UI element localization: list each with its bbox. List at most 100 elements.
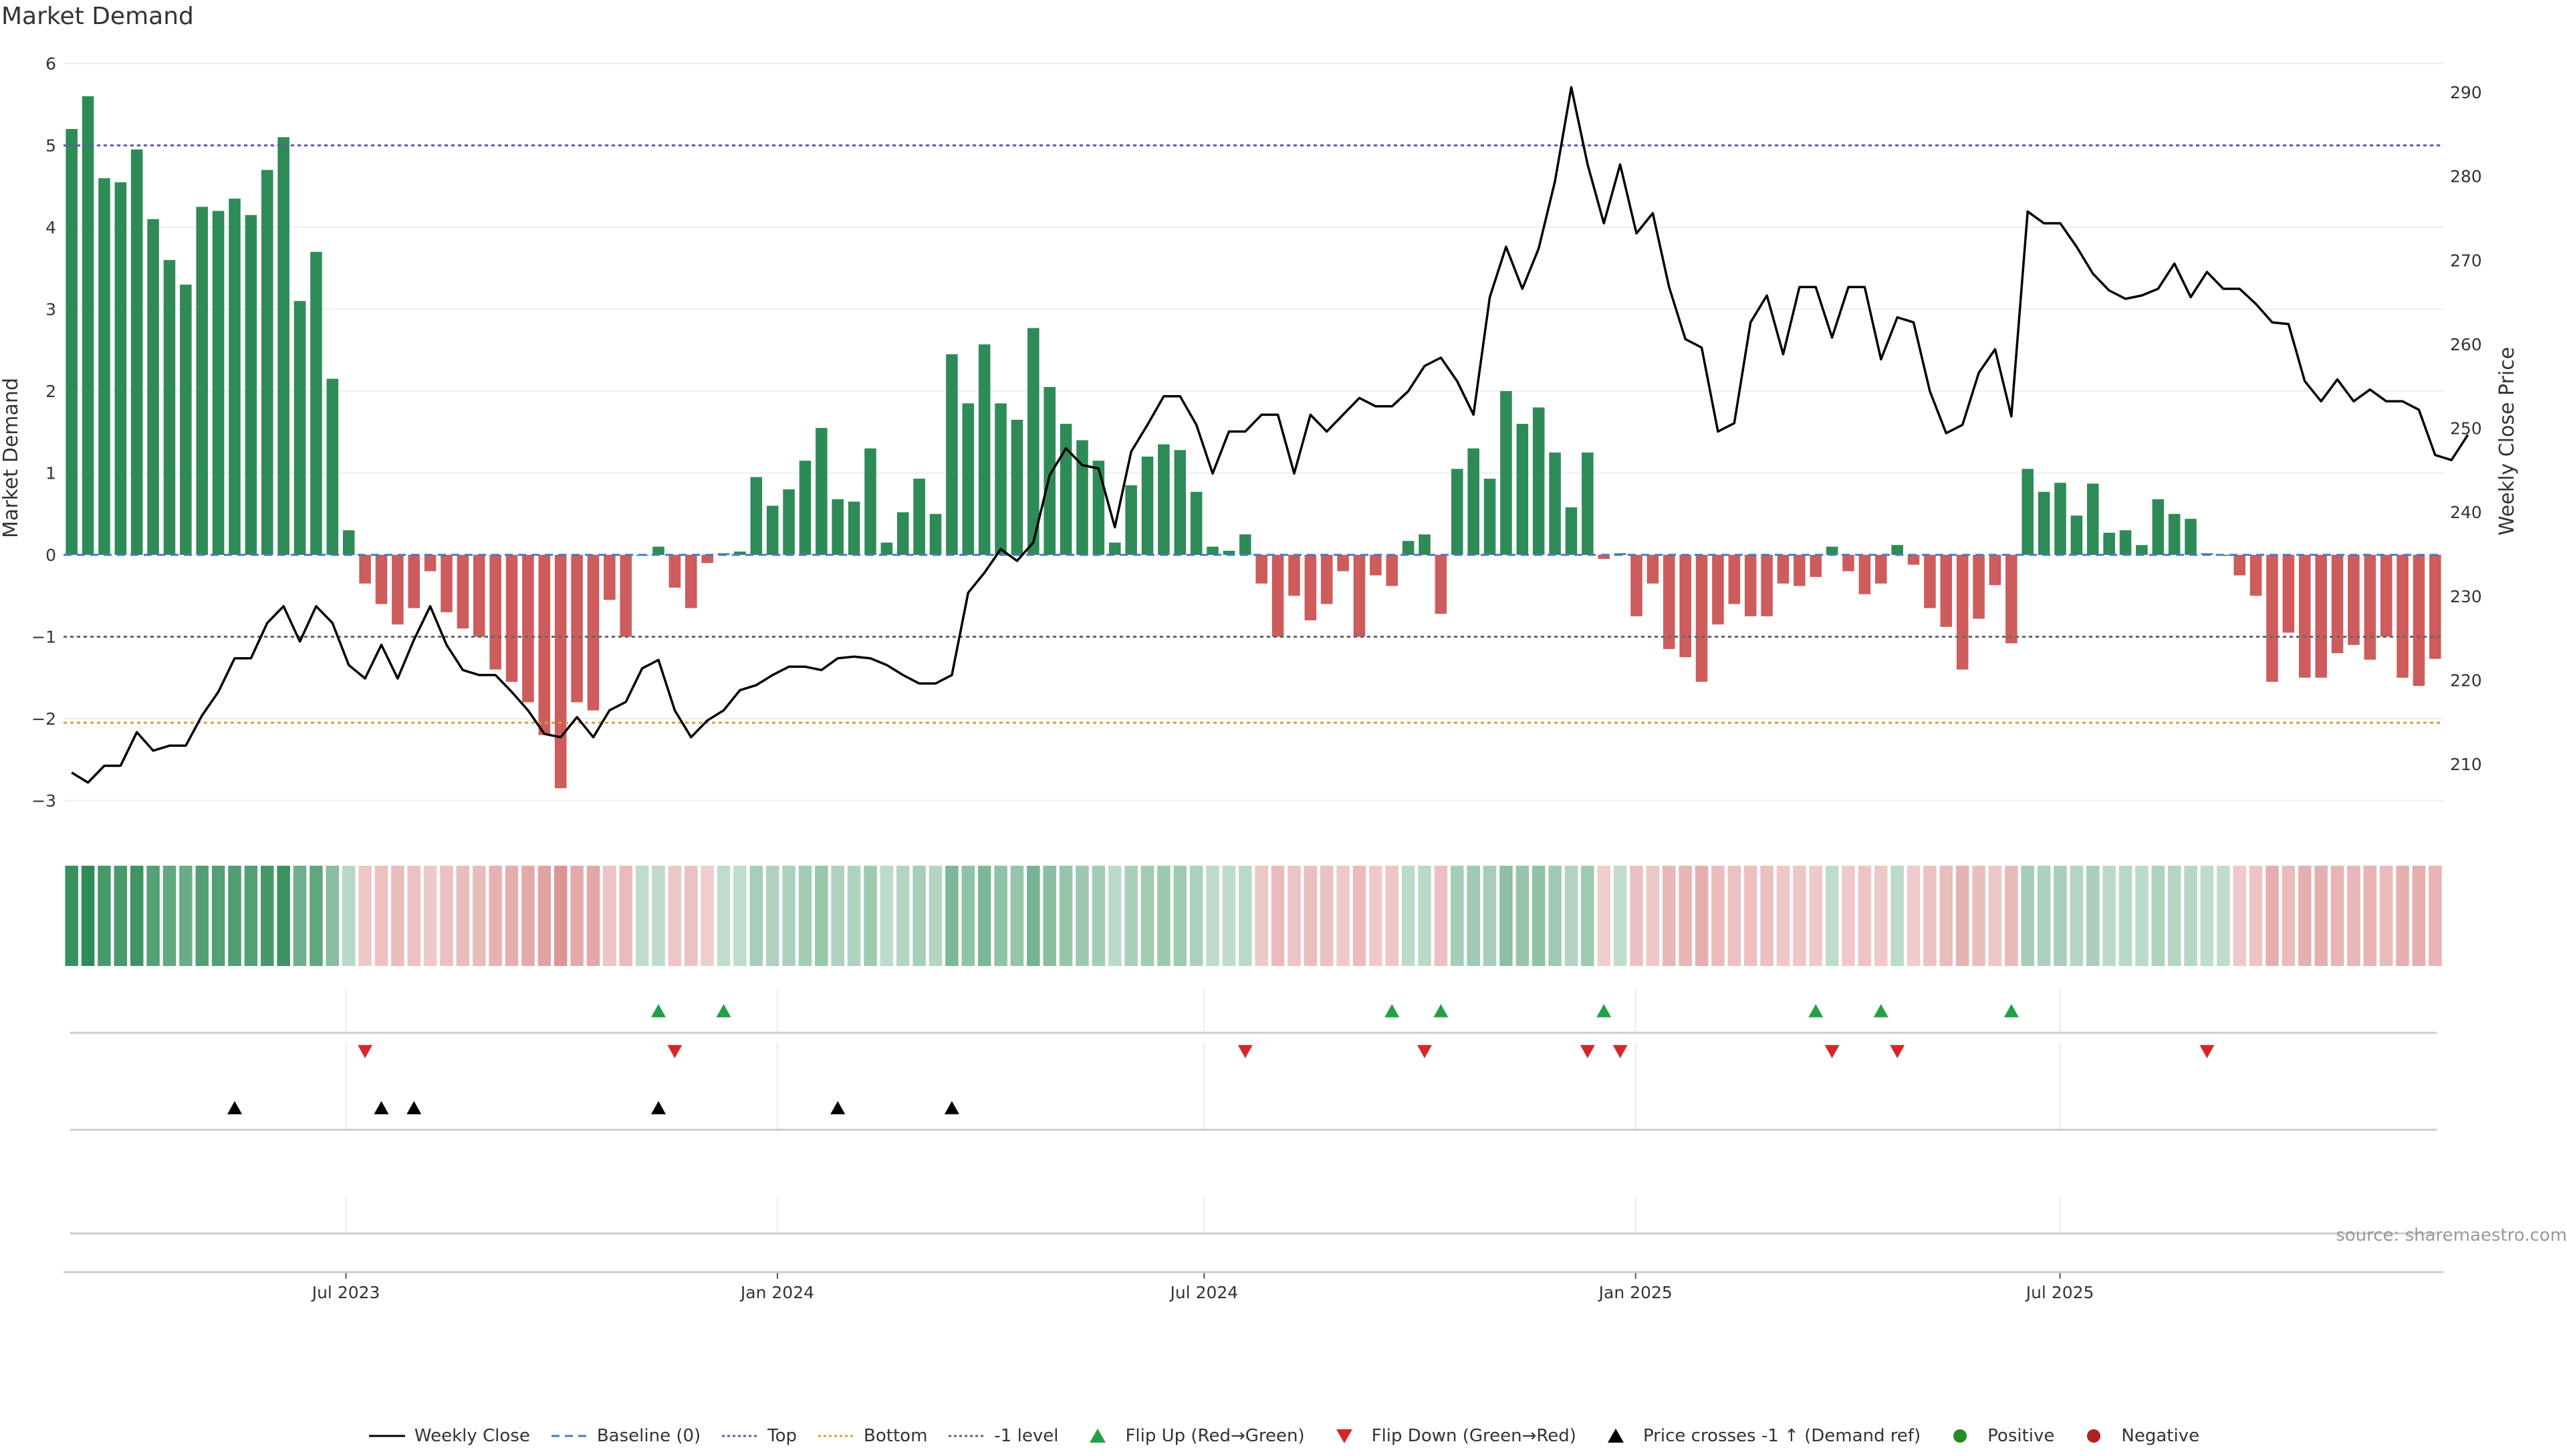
heat-strip-cell	[1939, 866, 1953, 966]
heat-strip-cell	[1288, 866, 1301, 966]
heat-strip-cell	[130, 866, 144, 966]
flip-up-marker	[1808, 1004, 1824, 1017]
heat-strip-cell	[701, 866, 714, 966]
demand-bar	[2038, 491, 2050, 555]
chart-title: Market Demand	[1, 3, 194, 30]
right-tick-label: 210	[2450, 755, 2482, 774]
heat-strip-cell	[2021, 866, 2034, 966]
demand-bar	[1695, 555, 1708, 682]
legend-item: -1 level	[947, 1426, 1058, 1446]
heat-strip-cell	[342, 866, 356, 966]
demand-bar	[1467, 448, 1479, 555]
demand-bar	[1956, 555, 1969, 670]
legend-swatch-icon	[1336, 1429, 1352, 1443]
heat-strip-cell	[1809, 866, 1822, 966]
heat-strip-cell	[929, 866, 943, 966]
demand-bar	[1141, 457, 1154, 555]
heat-strip-cell	[374, 866, 388, 966]
demand-bar	[1794, 555, 1806, 586]
demand-bar	[229, 199, 241, 555]
demand-bar	[1842, 555, 1854, 572]
legend-swatch-icon	[1953, 1429, 1967, 1443]
legend-swatch-icon	[722, 1435, 759, 1437]
legend-item: Negative	[2074, 1426, 2199, 1446]
demand-bar	[1598, 555, 1610, 560]
demand-bar	[1060, 424, 1072, 555]
demand-bar	[277, 137, 289, 555]
heat-strip-cell	[1108, 866, 1122, 966]
demand-bar	[522, 555, 534, 703]
heat-strip-cell	[1092, 866, 1106, 966]
demand-bar	[1826, 546, 1838, 555]
demand-bar	[505, 555, 518, 682]
demand-bar	[1223, 550, 1235, 555]
demand-bar	[2364, 555, 2376, 660]
heat-strip-cell	[1499, 866, 1513, 966]
heat-strip-cell	[2379, 866, 2393, 966]
heat-strip-cell	[1189, 866, 1203, 966]
demand-bar	[2266, 555, 2278, 682]
heat-strip-cell	[293, 866, 307, 966]
heat-strip-cell	[1336, 866, 1350, 966]
heat-strip-cell	[880, 866, 894, 966]
heat-strip-cell	[358, 866, 372, 966]
demand-bar	[212, 211, 225, 555]
heat-strip-cell	[1890, 866, 1904, 966]
heat-strip-cell	[2054, 866, 2067, 966]
flip-up-marker	[651, 1004, 666, 1017]
flip-down-marker	[1580, 1045, 1595, 1058]
demand-bar	[114, 182, 127, 555]
heat-strip-cell	[277, 866, 290, 966]
heat-strip-cell	[2217, 866, 2230, 966]
demand-bar	[1532, 407, 1545, 555]
heat-strip-cell	[815, 866, 828, 966]
demand-bar	[489, 555, 501, 670]
price-cross-marker	[830, 1101, 846, 1114]
heat-strip-cell	[456, 866, 470, 966]
heat-strip-cell	[912, 866, 926, 966]
demand-bar	[2429, 555, 2441, 659]
heat-strip-cell	[2135, 866, 2149, 966]
flip-down-marker	[667, 1045, 683, 1058]
demand-bar	[1874, 555, 1887, 584]
heat-strip-cell	[1369, 866, 1382, 966]
heat-strip-cell	[1597, 866, 1610, 966]
heat-strip-cell	[537, 866, 552, 966]
heat-strip-cell	[1907, 866, 1921, 966]
heat-strip-cell	[619, 866, 632, 966]
demand-bar	[1989, 555, 2001, 586]
heat-strip-cell	[2396, 866, 2409, 966]
demand-bar	[913, 479, 925, 555]
heat-strip-cell	[1858, 866, 1872, 966]
heat-strip-cell	[1140, 866, 1154, 966]
flip-up-marker	[1433, 1004, 1449, 1017]
demand-bar	[180, 284, 192, 555]
heat-strip-cell	[521, 866, 535, 966]
demand-bar	[1288, 555, 1300, 596]
demand-bar	[2119, 530, 2132, 555]
heat-strip-cell	[179, 866, 193, 966]
heat-strip-cell	[489, 866, 502, 966]
demand-bar	[734, 552, 746, 555]
demand-bar	[163, 260, 176, 555]
demand-bar	[1011, 419, 1023, 555]
heat-strip-cell	[685, 866, 698, 966]
demand-bar	[652, 546, 664, 555]
demand-bar	[1483, 479, 1496, 555]
demand-bar	[1320, 555, 1333, 604]
heat-strip-cell	[2118, 866, 2132, 966]
right-tick-label: 250	[2450, 419, 2482, 439]
demand-bar	[554, 555, 567, 789]
left-tick-label: 1	[45, 464, 56, 483]
demand-bar	[1370, 555, 1382, 576]
heat-strip-cell	[668, 866, 682, 966]
demand-bar	[1810, 555, 1822, 578]
heat-strip-cell	[2233, 866, 2246, 966]
demand-bar	[783, 489, 795, 555]
demand-bar	[995, 403, 1007, 555]
heat-strip-cell	[765, 866, 779, 966]
heat-strip-cell	[2249, 866, 2263, 966]
demand-bar	[1207, 546, 1219, 555]
demand-bar	[1891, 545, 1903, 555]
heat-strip-cell	[1385, 866, 1399, 966]
